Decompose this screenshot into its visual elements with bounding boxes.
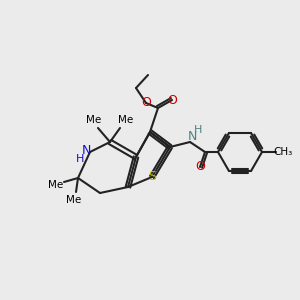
- Text: N: N: [187, 130, 197, 143]
- Text: H: H: [194, 125, 202, 135]
- Text: S: S: [148, 170, 156, 184]
- Text: Me: Me: [86, 115, 102, 125]
- Text: CH₃: CH₃: [273, 147, 292, 157]
- Text: O: O: [195, 160, 205, 173]
- Text: O: O: [167, 94, 177, 106]
- Text: Me: Me: [118, 115, 134, 125]
- Text: O: O: [141, 97, 151, 110]
- Text: Me: Me: [66, 195, 82, 205]
- Text: N: N: [81, 143, 91, 157]
- Text: H: H: [76, 154, 84, 164]
- Text: Me: Me: [48, 180, 64, 190]
